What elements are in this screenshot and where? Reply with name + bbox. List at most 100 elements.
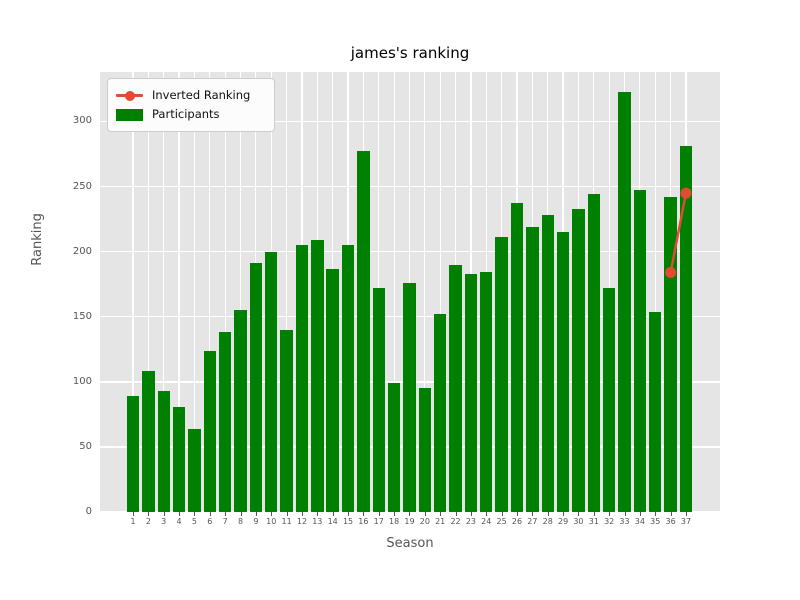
participants-bar	[203, 350, 216, 512]
x-gridline	[224, 72, 226, 512]
x-tick-label: 37	[680, 517, 692, 526]
participants-bar	[326, 268, 339, 512]
participants-bar	[649, 311, 662, 512]
x-tick-label: 3	[161, 517, 167, 526]
participants-bar	[403, 282, 416, 512]
x-tick-label: 21	[435, 517, 446, 526]
x-tick-label: 8	[237, 517, 244, 526]
participants-bar	[495, 237, 508, 512]
legend: Inverted Ranking Participants	[107, 78, 275, 132]
x-tick-label: 7	[222, 517, 228, 526]
x-axis-label: Season	[386, 536, 434, 551]
participants-bar	[480, 272, 493, 512]
x-tick-label: 16	[358, 517, 369, 526]
x-tick-mark	[271, 512, 273, 516]
participants-bar	[357, 151, 370, 512]
x-tick-label: 35	[650, 517, 661, 526]
x-gridline	[178, 72, 180, 512]
x-tick-mark	[424, 512, 426, 516]
x-tick-mark	[655, 512, 657, 516]
x-tick-mark	[470, 512, 472, 516]
participants-bar	[372, 288, 385, 512]
x-tick-mark	[317, 512, 319, 516]
x-tick-mark	[240, 512, 242, 516]
x-tick-label: 34	[634, 517, 645, 526]
x-tick-label: 27	[527, 517, 538, 526]
x-gridline	[424, 72, 426, 512]
x-tick-label: 26	[511, 517, 523, 526]
x-tick-label: 14	[327, 517, 338, 526]
x-tick-mark	[255, 512, 257, 516]
x-tick-mark	[209, 512, 211, 516]
legend-entry-participants: Participants	[116, 105, 264, 124]
x-gridline	[439, 72, 441, 512]
y-tick-label: 200	[72, 245, 92, 257]
x-tick-mark	[148, 512, 150, 516]
x-gridline	[654, 72, 656, 512]
x-tick-mark	[685, 512, 687, 516]
x-tick-label: 4	[176, 517, 182, 526]
participants-bar	[587, 194, 600, 512]
x-tick-label: 1	[130, 517, 136, 526]
x-tick-mark	[409, 512, 411, 516]
x-tick-label: 18	[389, 517, 400, 526]
x-tick-mark	[163, 512, 165, 516]
participants-bar	[265, 251, 278, 512]
x-gridline	[163, 72, 165, 512]
participants-bar	[602, 288, 616, 512]
legend-label: Participants	[152, 106, 220, 121]
participants-bar	[541, 215, 554, 512]
line-marker-icon	[116, 90, 143, 101]
x-tick-mark	[609, 512, 611, 516]
participants-bar	[572, 208, 585, 512]
legend-entry-inverted-ranking: Inverted Ranking	[116, 86, 264, 105]
y-tick-label: 300	[72, 115, 92, 127]
participants-bar	[249, 263, 263, 512]
x-tick-label: 32	[604, 517, 615, 526]
participants-bar	[418, 388, 432, 512]
x-tick-label: 28	[542, 517, 553, 526]
participants-bar	[234, 310, 247, 512]
participants-bar	[618, 91, 631, 512]
participants-bar	[387, 383, 401, 512]
x-tick-label: 29	[557, 517, 569, 526]
y-tick-label: 0	[85, 506, 92, 517]
participants-bar	[679, 146, 693, 512]
x-tick-mark	[194, 512, 196, 516]
participants-bar	[218, 332, 232, 512]
y-tick-label: 50	[79, 440, 92, 452]
participants-bar	[311, 239, 324, 512]
participants-bar	[526, 226, 539, 512]
x-tick-mark	[286, 512, 288, 516]
x-tick-mark	[133, 512, 134, 516]
participants-bar	[142, 371, 155, 512]
y-tick-label: 100	[72, 375, 92, 387]
x-tick-label: 12	[296, 517, 308, 526]
x-tick-label: 13	[312, 517, 323, 526]
x-tick-mark	[532, 512, 534, 516]
x-tick-mark	[179, 512, 181, 516]
x-tick-mark	[225, 512, 227, 516]
x-tick-mark	[639, 512, 641, 516]
x-tick-mark	[363, 512, 365, 516]
x-tick-label: 25	[496, 517, 507, 526]
x-tick-label: 15	[342, 517, 354, 526]
circle-marker-icon	[124, 90, 135, 101]
y-gridline	[100, 120, 720, 123]
participants-bar	[280, 329, 293, 512]
x-gridline	[132, 72, 134, 512]
x-tick-mark	[578, 512, 580, 516]
y-gridline	[100, 185, 720, 188]
x-gridline	[147, 72, 149, 512]
chart-title: james's ranking	[350, 44, 470, 62]
x-tick-mark	[593, 512, 595, 516]
participants-bar	[172, 406, 186, 512]
x-tick-mark	[378, 512, 380, 516]
x-tick-mark	[624, 512, 626, 516]
x-tick-label: 22	[450, 517, 461, 526]
x-tick-label: 20	[419, 517, 430, 526]
y-tick-label: 150	[72, 310, 92, 322]
x-tick-mark	[670, 512, 672, 516]
x-tick-mark	[440, 512, 442, 516]
